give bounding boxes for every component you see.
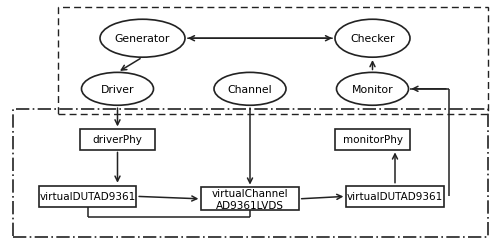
Ellipse shape [82, 73, 154, 106]
FancyBboxPatch shape [201, 188, 298, 210]
FancyBboxPatch shape [346, 186, 444, 207]
Ellipse shape [214, 73, 286, 106]
Text: Driver: Driver [101, 84, 134, 94]
Text: Monitor: Monitor [352, 84, 394, 94]
Ellipse shape [100, 20, 185, 58]
Text: driverPhy: driverPhy [92, 135, 142, 145]
Text: virtualDUTAD9361: virtualDUTAD9361 [347, 192, 443, 202]
Text: Generator: Generator [115, 34, 170, 44]
Text: monitorPhy: monitorPhy [342, 135, 402, 145]
Text: Checker: Checker [350, 34, 395, 44]
Ellipse shape [335, 20, 410, 58]
FancyBboxPatch shape [80, 130, 155, 150]
Text: virtualDUTAD9361: virtualDUTAD9361 [40, 192, 136, 202]
Text: Channel: Channel [228, 84, 272, 94]
FancyBboxPatch shape [335, 130, 410, 150]
FancyBboxPatch shape [38, 186, 136, 207]
Ellipse shape [336, 73, 408, 106]
Text: virtualChannel
AD9361LVDS: virtualChannel AD9361LVDS [212, 188, 288, 210]
